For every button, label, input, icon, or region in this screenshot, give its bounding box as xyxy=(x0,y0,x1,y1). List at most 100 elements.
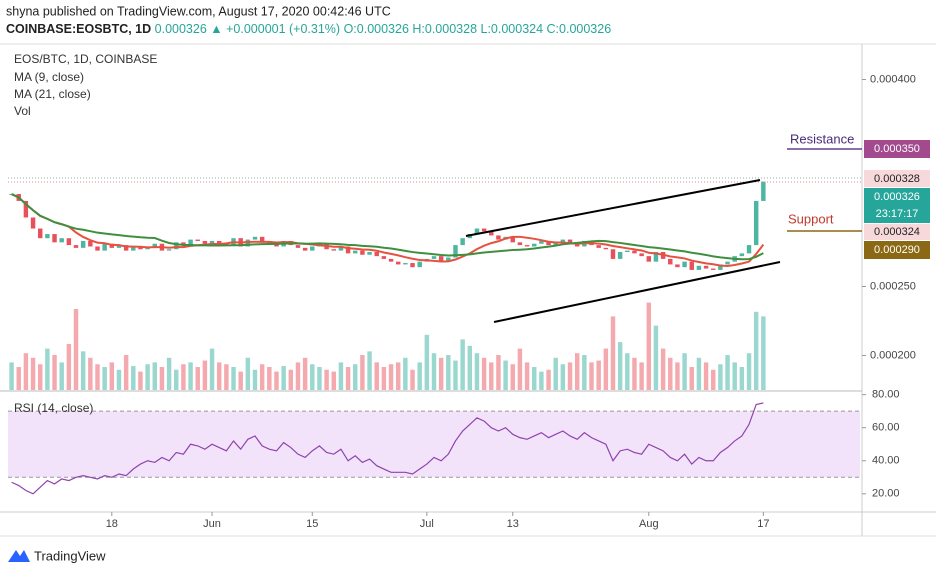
volume-bar xyxy=(188,362,193,390)
candle xyxy=(267,242,272,244)
candle xyxy=(438,256,444,262)
candle xyxy=(560,239,566,243)
price-box xyxy=(864,170,930,187)
candle xyxy=(188,239,193,246)
candle xyxy=(209,240,215,244)
candle xyxy=(73,245,79,248)
volume-bar xyxy=(9,362,14,390)
volume-bar xyxy=(696,357,702,390)
volume-bar xyxy=(216,362,222,390)
candle xyxy=(417,261,422,268)
x-tick-label: 15 xyxy=(306,518,318,530)
volume-bar xyxy=(338,362,344,390)
price-box-label: 0.000328 xyxy=(874,173,920,185)
volume-bar xyxy=(238,371,243,390)
volume-bar xyxy=(689,367,694,390)
volume-bar xyxy=(711,369,716,390)
candle xyxy=(138,246,143,250)
change: ▲ +0.000001 (+0.31%) xyxy=(210,22,340,36)
symbol: COINBASE:EOSBTC, 1D xyxy=(6,22,151,36)
candle xyxy=(216,240,222,244)
volume-bar xyxy=(446,355,451,390)
candle xyxy=(574,243,580,247)
volume-bar xyxy=(510,364,515,390)
candle xyxy=(489,231,494,236)
y-tick-label: 0.000250 xyxy=(870,280,916,292)
candle xyxy=(302,247,308,251)
volume-bar xyxy=(30,357,36,390)
legend-entry: Vol xyxy=(14,104,31,118)
volume-bar xyxy=(517,348,523,390)
candle xyxy=(52,234,57,243)
volume-bar xyxy=(274,371,279,390)
candle xyxy=(675,264,680,268)
candle xyxy=(639,253,644,257)
candle xyxy=(152,243,157,247)
volume-bar xyxy=(532,367,537,390)
candle xyxy=(353,250,358,254)
candle xyxy=(102,243,107,251)
candle xyxy=(116,245,122,248)
candle xyxy=(510,236,515,243)
volume-bar xyxy=(646,302,652,390)
volume-bar xyxy=(23,353,29,390)
price-box xyxy=(864,241,930,259)
volume-bar xyxy=(345,367,351,390)
volume-bar xyxy=(546,369,551,390)
x-tick-label: Aug xyxy=(639,518,659,530)
volume-bar xyxy=(52,355,57,390)
candle xyxy=(431,256,437,259)
ma-line xyxy=(11,193,765,267)
candle xyxy=(718,264,723,270)
volume-bar xyxy=(73,309,79,390)
volume-bar xyxy=(231,367,236,390)
candle xyxy=(95,246,100,251)
candle xyxy=(166,249,172,251)
countdown: 23:17:17 xyxy=(876,208,919,220)
volume-bar xyxy=(567,362,573,390)
rsi-line xyxy=(11,402,764,495)
volume-bar xyxy=(460,339,465,390)
volume-bar xyxy=(381,367,387,390)
candle xyxy=(539,240,544,244)
volume-bar xyxy=(367,351,372,390)
volume-bar xyxy=(481,357,487,390)
candle xyxy=(45,234,50,239)
candle xyxy=(59,238,64,243)
candle xyxy=(338,246,344,251)
volume-bar xyxy=(138,371,143,390)
volume-bar xyxy=(639,362,644,390)
candle xyxy=(746,245,752,254)
volume-bar xyxy=(668,357,673,390)
candle xyxy=(617,252,623,259)
candle xyxy=(460,238,465,246)
legend-entry: MA (21, close) xyxy=(14,87,91,101)
volume-bar xyxy=(753,311,759,390)
candle xyxy=(295,245,301,248)
candle xyxy=(446,257,451,262)
volume-bar xyxy=(395,362,401,390)
volume-bar xyxy=(317,367,322,390)
volume-bar xyxy=(725,355,730,390)
candle xyxy=(310,246,315,251)
volume-bar xyxy=(95,364,100,390)
candle xyxy=(331,249,336,251)
volume-bar xyxy=(80,351,86,390)
volume-bar xyxy=(496,355,501,390)
candle xyxy=(653,252,659,262)
x-tick-label: Se xyxy=(864,518,877,530)
candle xyxy=(274,243,279,247)
rsi-tick-label: 80.00 xyxy=(872,389,900,401)
candle xyxy=(553,242,558,246)
candle xyxy=(496,235,501,240)
volume-bar xyxy=(625,353,630,390)
candle xyxy=(410,263,415,268)
volume-bar xyxy=(632,357,637,390)
volume-bar xyxy=(453,360,458,390)
candle xyxy=(174,242,179,250)
volume-bar xyxy=(181,364,186,390)
candle xyxy=(202,240,208,244)
volume-bar xyxy=(37,364,43,390)
volume-bar xyxy=(524,362,530,390)
